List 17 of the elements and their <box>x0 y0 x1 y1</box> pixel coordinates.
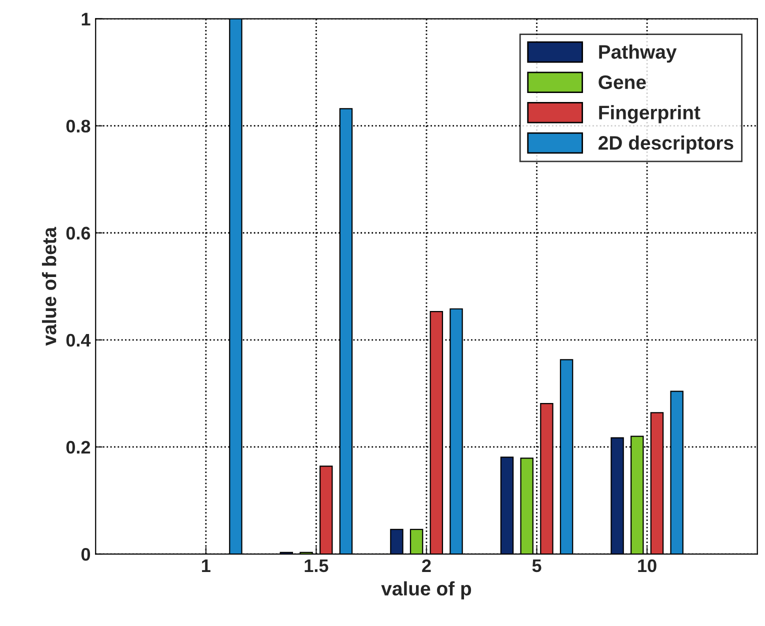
y-tick-label: 0 <box>81 548 90 561</box>
x-tick-label: 1.5 <box>304 560 328 572</box>
x-tick-label: 1 <box>202 560 210 572</box>
y-axis-title: value of beta <box>42 226 56 346</box>
y-tick-label: 1 <box>82 12 90 26</box>
legend-label: Gene <box>598 75 646 90</box>
legend-label: Pathway <box>599 44 677 63</box>
x-axis-title: value of p <box>381 581 472 600</box>
y-tick-label: 0.8 <box>66 120 90 133</box>
x-tick-label: 10 <box>638 559 656 572</box>
y-tick-label: 0.4 <box>66 334 91 347</box>
y-tick-label: 0.2 <box>66 440 90 454</box>
legend-label: 2D descriptors <box>598 135 734 154</box>
x-tick-label: 5 <box>532 560 542 572</box>
x-tick-label: 2 <box>422 559 431 572</box>
legend-label: Fingerprint <box>599 105 700 124</box>
y-tick-label: 0.6 <box>66 226 90 240</box>
